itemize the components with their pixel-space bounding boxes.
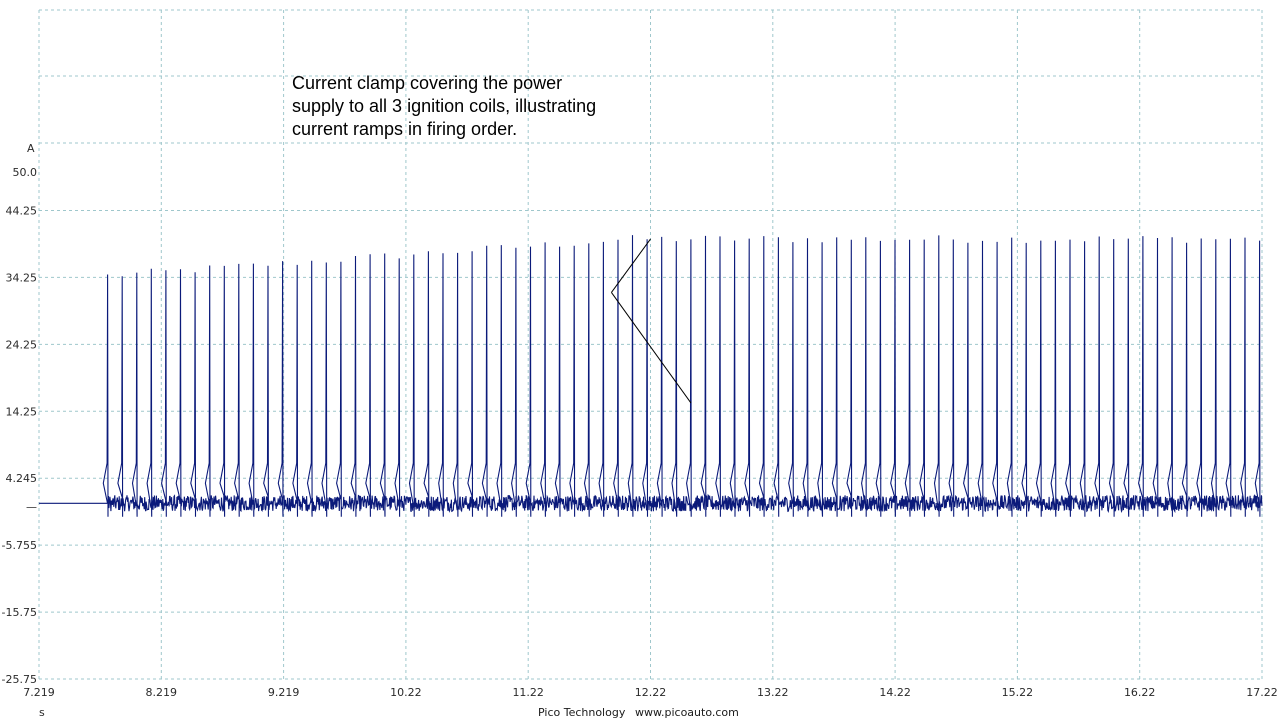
footer-brand: Pico Technology [538, 706, 626, 719]
y-tick-label: 24.25 [6, 338, 38, 351]
footer: Pico Technology www.picoauto.com [538, 706, 739, 719]
x-axis: s 7.219 8.219 9.219 10.22 11.22 12.22 13.22 14.… [23, 686, 1278, 719]
x-tick-label: 8.219 [146, 686, 178, 699]
chart-grid [38, 9, 1263, 680]
y-axis-unit-label: A [27, 142, 35, 155]
footer-website: www.picoauto.com [635, 706, 739, 719]
x-axis-unit-label: s [39, 706, 45, 719]
y-tick-label: 34.25 [6, 271, 38, 284]
y-tick-label: — [26, 501, 37, 514]
x-tick-label: 16.22 [1124, 686, 1156, 699]
x-tick-label: 10.22 [390, 686, 422, 699]
annotation-arrow [611, 238, 651, 293]
y-tick-label: 4.245 [6, 472, 38, 485]
annotation-line-3: current ramps in firing order. [292, 119, 517, 139]
x-tick-label: 17.22 [1246, 686, 1278, 699]
y-tick-label: -25.75 [2, 673, 37, 686]
x-tick-label: 15.22 [1002, 686, 1034, 699]
x-tick-label: 7.219 [23, 686, 55, 699]
current-trace [39, 235, 1263, 517]
x-tick-label: 9.219 [268, 686, 300, 699]
y-tick-label: 50.0 [13, 166, 38, 179]
x-tick-label: 14.22 [879, 686, 911, 699]
y-tick-label: -15.75 [2, 606, 37, 619]
x-tick-label: 13.22 [757, 686, 789, 699]
y-axis: A 50.0 44.25 34.25 24.25 14.25 4.245 — -5.755 -1… [2, 142, 37, 686]
x-tick-label: 11.22 [512, 686, 544, 699]
annotation-line-1: Current clamp covering the power [292, 73, 562, 93]
x-tick-label: 12.22 [635, 686, 667, 699]
y-tick-label: -5.755 [2, 539, 37, 552]
y-tick-label: 44.25 [6, 204, 38, 217]
annotation: Current clamp covering the power supply … [292, 73, 692, 404]
annotation-line-2: supply to all 3 ignition coils, illustra… [292, 96, 596, 116]
y-tick-label: 14.25 [6, 405, 38, 418]
annotation-arrow [611, 292, 692, 404]
